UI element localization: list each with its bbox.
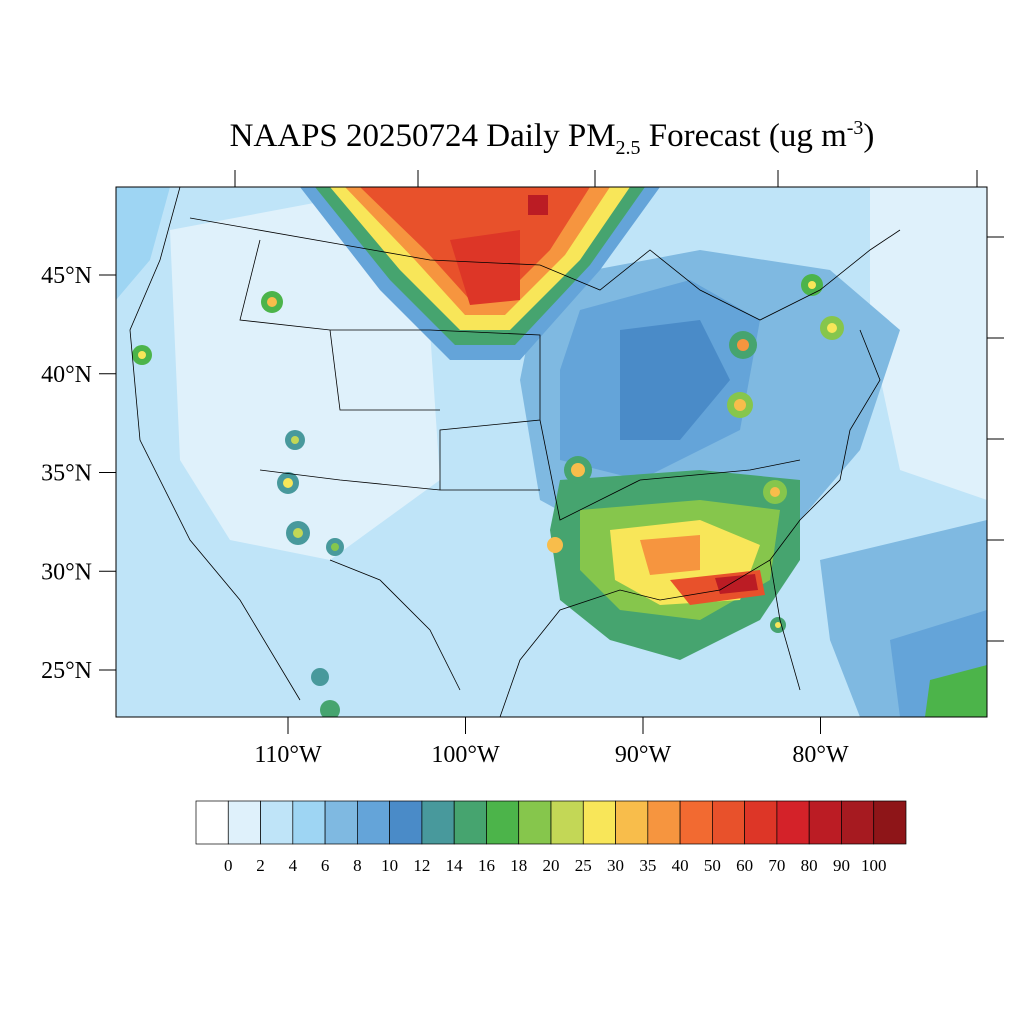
map-title: NAAPS 20250724 Daily PM2.5 Forecast (ug … — [230, 117, 875, 159]
colorbar-box — [324, 800, 358, 845]
colorbar-label: 4 — [289, 856, 298, 875]
title-main: NAAPS 20250724 Daily PM — [230, 118, 616, 154]
colorbar-box — [486, 800, 520, 845]
colorbar-label: 100 — [861, 856, 887, 875]
colorbar-label: 60 — [736, 856, 753, 875]
colorbar-label: 6 — [321, 856, 330, 875]
colorbar-box — [841, 800, 875, 845]
colorbar-label: 90 — [833, 856, 850, 875]
colorbar-box — [389, 800, 423, 845]
title-sub: 2.5 — [616, 137, 641, 159]
colorbar-box — [195, 800, 229, 845]
colorbar-box — [550, 800, 584, 845]
colorbar-box — [776, 800, 810, 845]
colorbar-label: 0 — [224, 856, 233, 875]
colorbar-label: 8 — [353, 856, 362, 875]
pm25-field — [116, 187, 987, 717]
colorbar-box — [615, 800, 649, 845]
map-frame — [115, 186, 988, 718]
lat-label: 25°N — [41, 658, 92, 684]
colorbar-label: 20 — [543, 856, 560, 875]
colorbar-label: 35 — [639, 856, 656, 875]
colorbar-box — [679, 800, 713, 845]
colorbar-box — [647, 800, 681, 845]
colorbar-label: 40 — [672, 856, 689, 875]
colorbar-box — [744, 800, 778, 845]
colorbar-label: 25 — [575, 856, 592, 875]
lon-label: 80°W — [792, 742, 849, 768]
colorbar-box — [421, 800, 455, 845]
lat-label: 45°N — [41, 263, 92, 289]
colorbar-box — [227, 800, 261, 845]
colorbar-box — [873, 800, 907, 845]
colorbar-label: 2 — [256, 856, 265, 875]
colorbar-box — [808, 800, 842, 845]
lat-label: 30°N — [41, 559, 92, 585]
colorbar-label: 80 — [801, 856, 818, 875]
colorbar-box — [453, 800, 487, 845]
colorbar-label: 70 — [768, 856, 785, 875]
lon-label: 90°W — [615, 742, 672, 768]
boundaries — [129, 187, 901, 717]
colorbar-label: 50 — [704, 856, 721, 875]
colorbar-label: 10 — [381, 856, 398, 875]
lon-label: 100°W — [431, 742, 500, 768]
title-sup: -3 — [847, 117, 864, 139]
colorbar-box — [260, 800, 294, 845]
lon-label: 110°W — [254, 742, 322, 768]
title-rest: Forecast (ug m — [641, 118, 848, 154]
colorbar-label: 16 — [478, 856, 495, 875]
colorbar-box — [518, 800, 552, 845]
colorbar-box — [582, 800, 616, 845]
colorbar-box — [357, 800, 390, 845]
title-end: ) — [863, 118, 874, 154]
lat-label: 35°N — [41, 461, 92, 487]
colorbar-label: 12 — [413, 856, 430, 875]
colorbar-label: 30 — [607, 856, 624, 875]
lat-label: 40°N — [41, 362, 92, 388]
colorbar-box — [292, 800, 326, 845]
colorbar-label: 18 — [510, 856, 527, 875]
colorbar-label: 14 — [446, 856, 464, 875]
colorbar-box — [712, 800, 745, 845]
frame-ticks — [234, 170, 1004, 642]
